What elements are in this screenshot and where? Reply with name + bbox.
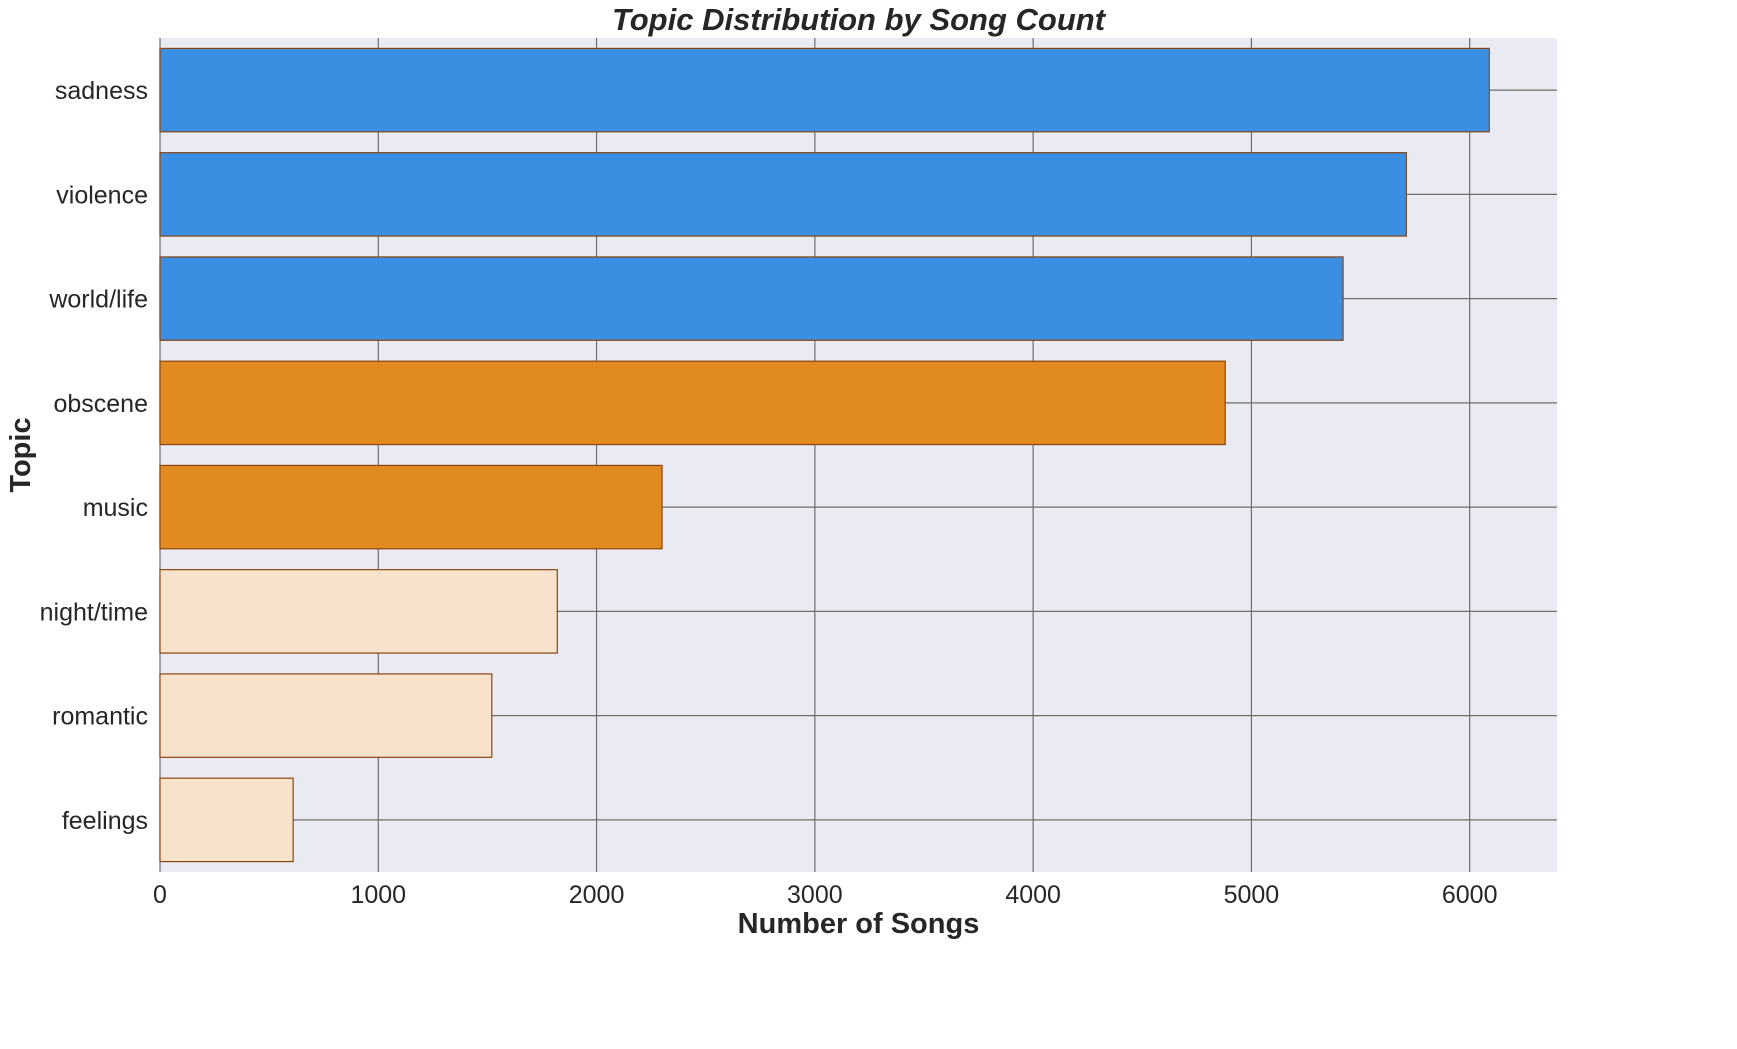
- x-tick-label: 0: [153, 881, 167, 909]
- chart-title: Topic Distribution by Song Count: [612, 2, 1107, 37]
- x-tick-label: 2000: [569, 881, 625, 909]
- y-tick-label: world/life: [48, 286, 148, 314]
- bar-romantic: [159, 673, 493, 758]
- x-tick-label: 1000: [350, 881, 406, 909]
- y-tick-labels: sadness violence world/life obscene music nig…: [40, 77, 148, 835]
- y-tick-label: feelings: [62, 807, 148, 835]
- y-tick-label: violence: [56, 181, 148, 209]
- x-axis-title: Number of Songs: [738, 908, 980, 940]
- x-tick-labels: 0 1000 2000 3000 4000 5000 6000: [153, 881, 1497, 909]
- bar-obscene: [159, 360, 1226, 446]
- bar-night-time: [159, 569, 558, 654]
- x-tick-label: 6000: [1442, 881, 1498, 909]
- y-tick-label: sadness: [55, 77, 148, 105]
- bars: [159, 47, 1490, 863]
- x-tick-label: 3000: [787, 881, 843, 909]
- y-tick-label: night/time: [40, 598, 148, 626]
- bar-violence: [159, 152, 1407, 237]
- y-tick-label: romantic: [52, 703, 148, 731]
- y-axis-title: Topic: [5, 417, 37, 492]
- y-tick-label: obscene: [53, 390, 148, 418]
- bar-music: [159, 464, 663, 550]
- bar-world-life: [159, 256, 1344, 341]
- y-tick-label: music: [83, 494, 148, 522]
- x-tick-label: 5000: [1224, 881, 1280, 909]
- bar-sadness: [159, 47, 1490, 133]
- x-tick-label: 4000: [1005, 881, 1061, 909]
- bar-feelings: [159, 777, 294, 863]
